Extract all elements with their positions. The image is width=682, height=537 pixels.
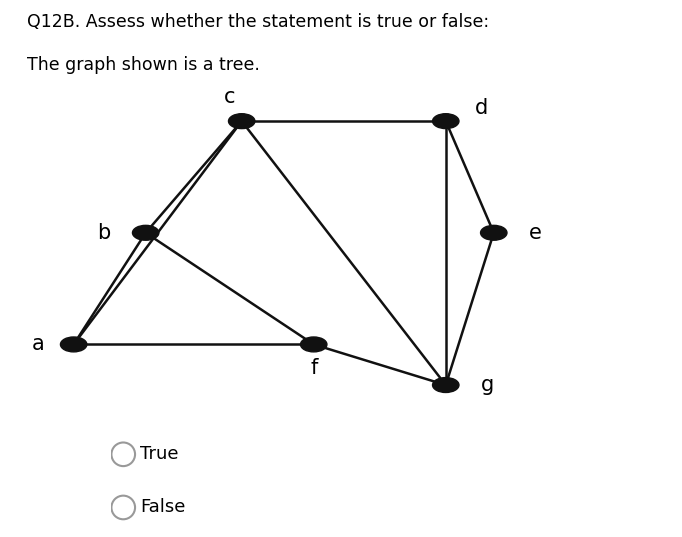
- Text: f: f: [310, 358, 317, 378]
- Circle shape: [432, 114, 459, 128]
- Circle shape: [61, 337, 87, 352]
- Circle shape: [132, 226, 159, 240]
- Circle shape: [481, 226, 507, 240]
- Text: The graph shown is a tree.: The graph shown is a tree.: [27, 56, 260, 75]
- Text: Q12B. Assess whether the statement is true or false:: Q12B. Assess whether the statement is tr…: [27, 13, 490, 32]
- Text: False: False: [140, 498, 185, 517]
- Text: e: e: [529, 223, 542, 243]
- Circle shape: [228, 114, 255, 128]
- Text: d: d: [475, 98, 488, 118]
- Text: c: c: [224, 88, 235, 107]
- Text: b: b: [97, 223, 110, 243]
- Circle shape: [301, 337, 327, 352]
- Text: True: True: [140, 445, 178, 463]
- Text: a: a: [31, 335, 44, 354]
- Text: g: g: [481, 375, 494, 395]
- Circle shape: [432, 378, 459, 393]
